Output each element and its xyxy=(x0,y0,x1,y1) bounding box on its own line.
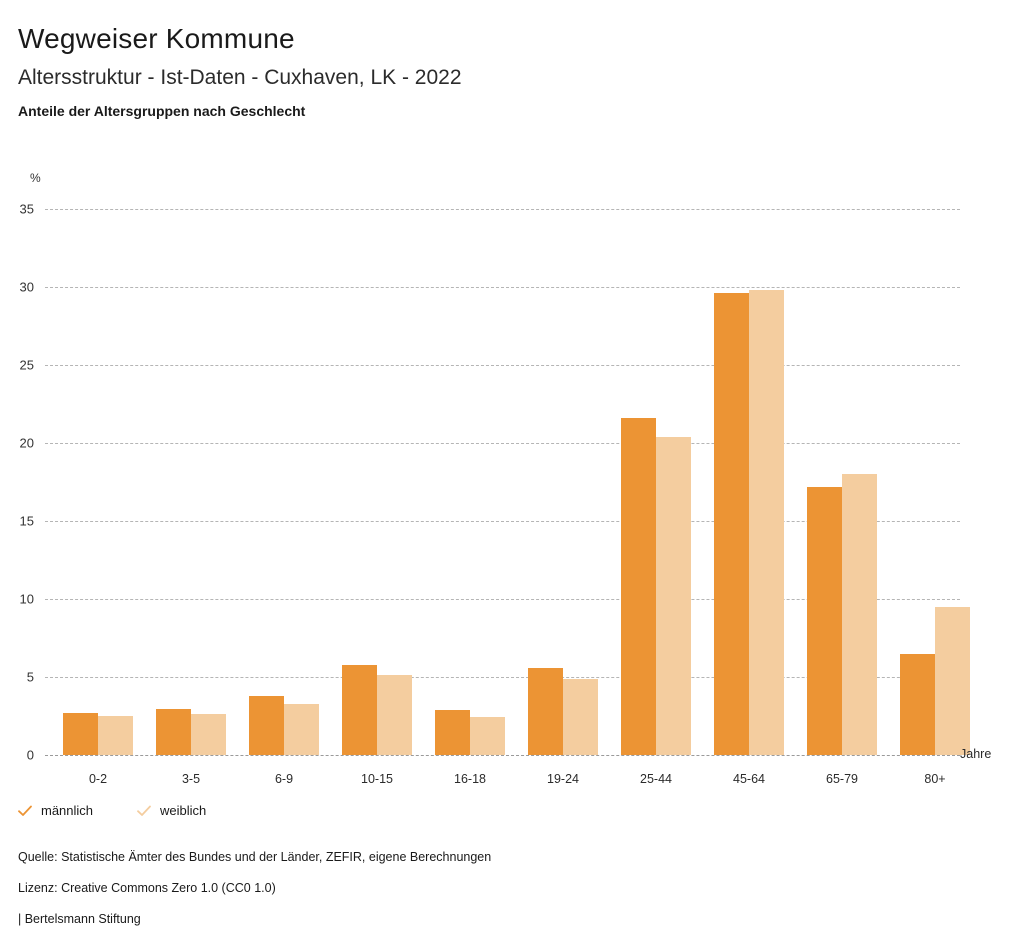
x-axis-tick-label: 6-9 xyxy=(274,772,294,786)
x-axis-tick-label: 10-15 xyxy=(361,772,393,786)
chart-footer: Quelle: Statistische Ämter des Bundes un… xyxy=(18,842,998,935)
x-axis-tick-label: 0-2 xyxy=(88,772,108,786)
x-axis-tick-label: 3-5 xyxy=(181,772,201,786)
gridline xyxy=(45,365,960,366)
x-axis-tick-label: 80+ xyxy=(924,772,946,786)
check-icon xyxy=(137,805,151,817)
x-axis-tick-label: 16-18 xyxy=(454,772,486,786)
bar-männlich-6-9[interactable] xyxy=(249,695,284,755)
x-axis-label: Jahre xyxy=(960,747,992,761)
footer-license: Lizenz: Creative Commons Zero 1.0 (CC0 1… xyxy=(18,881,276,895)
bar-männlich-0-2[interactable] xyxy=(63,712,98,755)
chart-legend: männlich weiblich xyxy=(18,803,206,818)
bar-weiblich-19-24[interactable] xyxy=(563,678,598,755)
gridline xyxy=(45,677,960,678)
y-axis-tick-label: 35 xyxy=(19,201,34,217)
gridline xyxy=(45,443,960,444)
legend-item-label: weiblich xyxy=(160,803,207,818)
bar-weiblich-16-18[interactable] xyxy=(470,716,505,755)
x-axis-tick-label: 19-24 xyxy=(547,772,579,786)
chart-header: Wegweiser Kommune Altersstruktur - Ist-D… xyxy=(18,0,998,120)
bar-männlich-16-18[interactable] xyxy=(435,709,470,755)
bar-männlich-45-64[interactable] xyxy=(714,293,749,755)
gridline xyxy=(45,755,960,756)
legend-item-männlich[interactable]: männlich xyxy=(18,803,93,818)
bar-weiblich-45-64[interactable] xyxy=(749,290,784,755)
bar-weiblich-10-15[interactable] xyxy=(377,675,412,755)
y-axis-tick-label: 20 xyxy=(19,435,34,451)
y-axis-tick-label: 30 xyxy=(19,279,34,295)
bar-weiblich-25-44[interactable] xyxy=(656,436,691,755)
page-title: Wegweiser Kommune xyxy=(18,23,295,54)
check-icon xyxy=(18,805,32,817)
chart-subtitle: Anteile der Altersgruppen nach Geschlech… xyxy=(18,103,306,119)
bar-weiblich-6-9[interactable] xyxy=(284,703,319,755)
bar-chart: % 0 5 10 15 20 25 30 35 0-2 3-5 6-9 10-15 16-18 19-24… xyxy=(20,171,992,786)
gridline xyxy=(45,599,960,600)
legend-item-label: männlich xyxy=(41,803,94,818)
bar-männlich-10-15[interactable] xyxy=(342,664,377,755)
y-axis-tick-label: 0 xyxy=(26,747,34,763)
legend-item-weiblich[interactable]: weiblich xyxy=(137,803,206,818)
footer-source: Quelle: Statistische Ämter des Bundes un… xyxy=(18,850,492,864)
y-axis-unit-label: % xyxy=(30,171,41,185)
bar-männlich-3-5[interactable] xyxy=(156,708,191,755)
gridline xyxy=(45,287,960,288)
bar-männlich-25-44[interactable] xyxy=(621,418,656,755)
y-axis-tick-label: 10 xyxy=(19,591,34,607)
y-axis-tick-label: 5 xyxy=(26,669,34,685)
chart-title: Altersstruktur - Ist-Daten - Cuxhaven, L… xyxy=(18,66,462,89)
x-axis-tick-label: 65-79 xyxy=(826,772,858,786)
footer-publisher: | Bertelsmann Stiftung xyxy=(18,912,141,926)
bar-weiblich-0-2[interactable] xyxy=(98,716,133,755)
plot-area: 0 5 10 15 20 25 30 35 0-2 3-5 6-9 10-15 16-18 19-24 25… xyxy=(20,202,970,786)
bar-männlich-19-24[interactable] xyxy=(528,667,563,755)
gridline xyxy=(45,209,960,210)
bar-weiblich-3-5[interactable] xyxy=(191,713,226,755)
bar-männlich-80+[interactable] xyxy=(900,653,935,755)
x-axis-tick-label: 45-64 xyxy=(733,772,765,786)
y-axis-tick-label: 25 xyxy=(19,357,34,373)
y-axis-tick-label: 15 xyxy=(19,513,34,529)
bar-weiblich-80+[interactable] xyxy=(935,606,970,755)
gridline xyxy=(45,521,960,522)
bar-männlich-65-79[interactable] xyxy=(807,486,842,755)
x-axis-tick-label: 25-44 xyxy=(640,772,672,786)
bar-weiblich-65-79[interactable] xyxy=(842,474,877,755)
